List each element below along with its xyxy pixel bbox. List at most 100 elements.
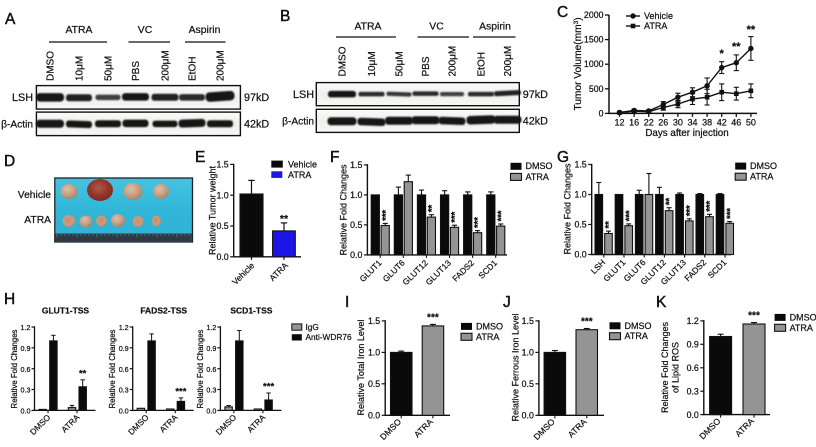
svg-text:β-Actin: β-Actin <box>282 117 314 128</box>
svg-text:DMSO: DMSO <box>625 321 652 331</box>
svg-text:H: H <box>4 291 15 308</box>
svg-text:of Lipid ROS: of Lipid ROS <box>671 342 681 393</box>
svg-text:***: *** <box>175 386 186 397</box>
svg-text:97kD: 97kD <box>244 92 269 104</box>
svg-text:Relative Fold Changes: Relative Fold Changes <box>196 329 205 408</box>
svg-text:Vehicle: Vehicle <box>288 159 317 169</box>
svg-text:Relative Fold Changes: Relative Fold Changes <box>108 329 117 408</box>
svg-text:I: I <box>345 294 349 311</box>
svg-text:C: C <box>557 4 568 21</box>
svg-text:500: 500 <box>589 84 604 94</box>
svg-text:**: ** <box>79 368 87 379</box>
svg-text:***: *** <box>496 210 507 221</box>
svg-text:β-Actin: β-Actin <box>1 120 33 131</box>
svg-text:0.9: 0.9 <box>687 340 699 350</box>
svg-text:ATRA: ATRA <box>526 172 549 182</box>
svg-text:42kD: 42kD <box>244 119 269 131</box>
svg-text:34: 34 <box>687 117 697 127</box>
svg-text:1.2: 1.2 <box>119 323 129 332</box>
svg-text:DMSO: DMSO <box>45 51 56 81</box>
svg-text:**: ** <box>732 41 741 53</box>
svg-text:1.5: 1.5 <box>350 160 362 170</box>
svg-text:ATRA: ATRA <box>750 172 773 182</box>
svg-text:0.9: 0.9 <box>21 344 31 353</box>
svg-text:DMSO: DMSO <box>337 46 348 76</box>
svg-text:PBS: PBS <box>131 61 142 81</box>
svg-text:0.0: 0.0 <box>206 407 216 416</box>
svg-text:1.2: 1.2 <box>687 316 699 326</box>
svg-text:PBS: PBS <box>421 56 432 76</box>
svg-text:12: 12 <box>614 117 624 127</box>
svg-text:***: *** <box>705 201 716 212</box>
svg-text:**: ** <box>427 205 438 213</box>
svg-text:***: *** <box>624 210 635 221</box>
svg-text:0.9: 0.9 <box>119 344 129 353</box>
svg-text:0.0: 0.0 <box>21 407 31 416</box>
svg-text:***: *** <box>473 217 484 228</box>
svg-text:**: ** <box>280 213 289 225</box>
svg-text:0.0: 0.0 <box>522 411 534 421</box>
svg-text:1.5: 1.5 <box>522 316 534 326</box>
svg-text:SCD1-TSS: SCD1-TSS <box>230 306 272 316</box>
svg-text:42: 42 <box>717 117 727 127</box>
svg-text:Relative Ferrous Iron Level: Relative Ferrous Iron Level <box>511 313 521 421</box>
svg-text:Relative Fold Changes: Relative Fold Changes <box>339 164 349 256</box>
svg-text:50: 50 <box>746 117 756 127</box>
svg-text:46: 46 <box>731 117 741 127</box>
svg-text:200μM: 200μM <box>447 46 458 77</box>
svg-text:16: 16 <box>629 117 639 127</box>
svg-text:10μM: 10μM <box>367 51 378 76</box>
svg-text:0.9: 0.9 <box>206 344 216 353</box>
svg-text:2000: 2000 <box>584 10 604 20</box>
svg-text:D: D <box>4 153 15 170</box>
svg-text:LSH: LSH <box>293 89 314 101</box>
svg-text:DMSO: DMSO <box>476 321 503 331</box>
svg-text:VC: VC <box>429 22 444 33</box>
svg-text:Aspirin: Aspirin <box>189 25 221 36</box>
svg-text:1000: 1000 <box>584 59 604 69</box>
svg-text:***: *** <box>748 311 760 322</box>
svg-text:F: F <box>330 149 339 166</box>
svg-text:200μM: 200μM <box>503 46 514 77</box>
svg-text:50μM: 50μM <box>103 56 114 81</box>
svg-text:0.3: 0.3 <box>119 386 129 395</box>
svg-text:Relative Fold Changes: Relative Fold Changes <box>563 163 573 255</box>
svg-text:Relative Fold Changes: Relative Fold Changes <box>660 321 670 413</box>
svg-text:ATRA: ATRA <box>355 22 382 33</box>
svg-text:1.5: 1.5 <box>216 160 228 170</box>
svg-text:0.6: 0.6 <box>21 365 31 374</box>
svg-text:***: *** <box>427 312 439 323</box>
svg-text:Tumor Volume(mm3): Tumor Volume(mm3) <box>573 17 585 110</box>
svg-text:FADS2-TSS: FADS2-TSS <box>140 306 187 316</box>
svg-text:ATRA: ATRA <box>625 331 648 341</box>
svg-text:Relative Tumor weight: Relative Tumor weight <box>208 165 218 255</box>
svg-text:38: 38 <box>702 117 712 127</box>
svg-text:200μM: 200μM <box>215 50 226 81</box>
svg-text:1.2: 1.2 <box>206 323 216 332</box>
svg-text:1.0: 1.0 <box>350 190 362 200</box>
svg-text:0.5: 0.5 <box>522 379 534 389</box>
svg-text:0.6: 0.6 <box>206 365 216 374</box>
svg-text:1.0: 1.0 <box>368 348 380 358</box>
svg-text:42kD: 42kD <box>523 116 548 128</box>
svg-text:1.0: 1.0 <box>522 348 534 358</box>
svg-text:Aspirin: Aspirin <box>479 22 511 33</box>
svg-text:ATRA: ATRA <box>24 215 51 226</box>
svg-text:VC: VC <box>138 25 153 36</box>
svg-text:B: B <box>280 8 290 25</box>
svg-text:1.5: 1.5 <box>368 316 380 326</box>
svg-text:Relative Fold Changes: Relative Fold Changes <box>10 329 19 408</box>
svg-text:0.5: 0.5 <box>350 220 362 230</box>
svg-text:IgG: IgG <box>306 322 319 332</box>
svg-text:1.2: 1.2 <box>21 323 31 332</box>
svg-text:EtOH: EtOH <box>187 57 198 81</box>
svg-text:0.3: 0.3 <box>687 386 699 396</box>
svg-text:GLUT1-TSS: GLUT1-TSS <box>42 306 90 316</box>
svg-text:Days after injection: Days after injection <box>645 128 728 139</box>
svg-text:0.0: 0.0 <box>216 252 228 262</box>
svg-text:1500: 1500 <box>584 35 604 45</box>
svg-text:**: ** <box>604 221 615 229</box>
svg-text:J: J <box>503 294 511 311</box>
svg-text:0.0: 0.0 <box>119 407 129 416</box>
svg-text:1.0: 1.0 <box>216 190 228 200</box>
